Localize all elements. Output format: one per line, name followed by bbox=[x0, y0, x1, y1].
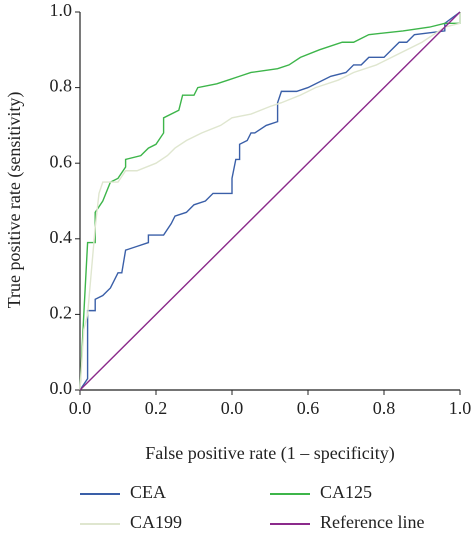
roc-line bbox=[79, 11, 461, 391]
roc-line bbox=[79, 12, 461, 391]
roc-line bbox=[79, 11, 461, 391]
legend-label: CA199 bbox=[130, 512, 182, 532]
legend-label: CEA bbox=[130, 482, 166, 502]
x-tick-label: 0.2 bbox=[145, 398, 168, 418]
legend-label: Reference line bbox=[320, 512, 424, 532]
x-tick-label: 0.8 bbox=[373, 398, 396, 418]
roc-line bbox=[79, 12, 461, 391]
x-tick-label: 1.0 bbox=[449, 398, 472, 418]
y-tick-label: 0.8 bbox=[50, 76, 73, 96]
y-tick-label: 0.6 bbox=[50, 151, 73, 171]
legend-label: CA125 bbox=[320, 482, 372, 502]
y-tick-label: 0.4 bbox=[50, 227, 73, 247]
x-tick-label: 0.6 bbox=[297, 398, 320, 418]
x-tick-label: 0.0 bbox=[69, 398, 92, 418]
x-axis-label: False positive rate (1 – specificity) bbox=[145, 443, 394, 464]
y-tick-label: 0.2 bbox=[50, 303, 73, 323]
y-axis-label: True positive rate (sensitivity) bbox=[4, 92, 25, 309]
y-tick-label: 0.0 bbox=[50, 378, 73, 398]
x-tick-label: 0.0 bbox=[221, 398, 244, 418]
y-tick-label: 1.0 bbox=[50, 0, 73, 20]
